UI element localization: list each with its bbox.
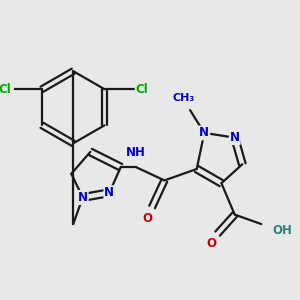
Text: NH: NH [126, 146, 146, 159]
Text: O: O [206, 237, 216, 250]
Text: Cl: Cl [0, 83, 11, 96]
Text: N: N [230, 131, 240, 144]
Text: Cl: Cl [136, 83, 148, 96]
Text: N: N [78, 191, 88, 204]
Text: N: N [199, 126, 209, 140]
Text: O: O [142, 212, 152, 225]
Text: OH: OH [273, 224, 292, 237]
Text: N: N [104, 186, 114, 199]
Text: CH₃: CH₃ [172, 93, 194, 103]
